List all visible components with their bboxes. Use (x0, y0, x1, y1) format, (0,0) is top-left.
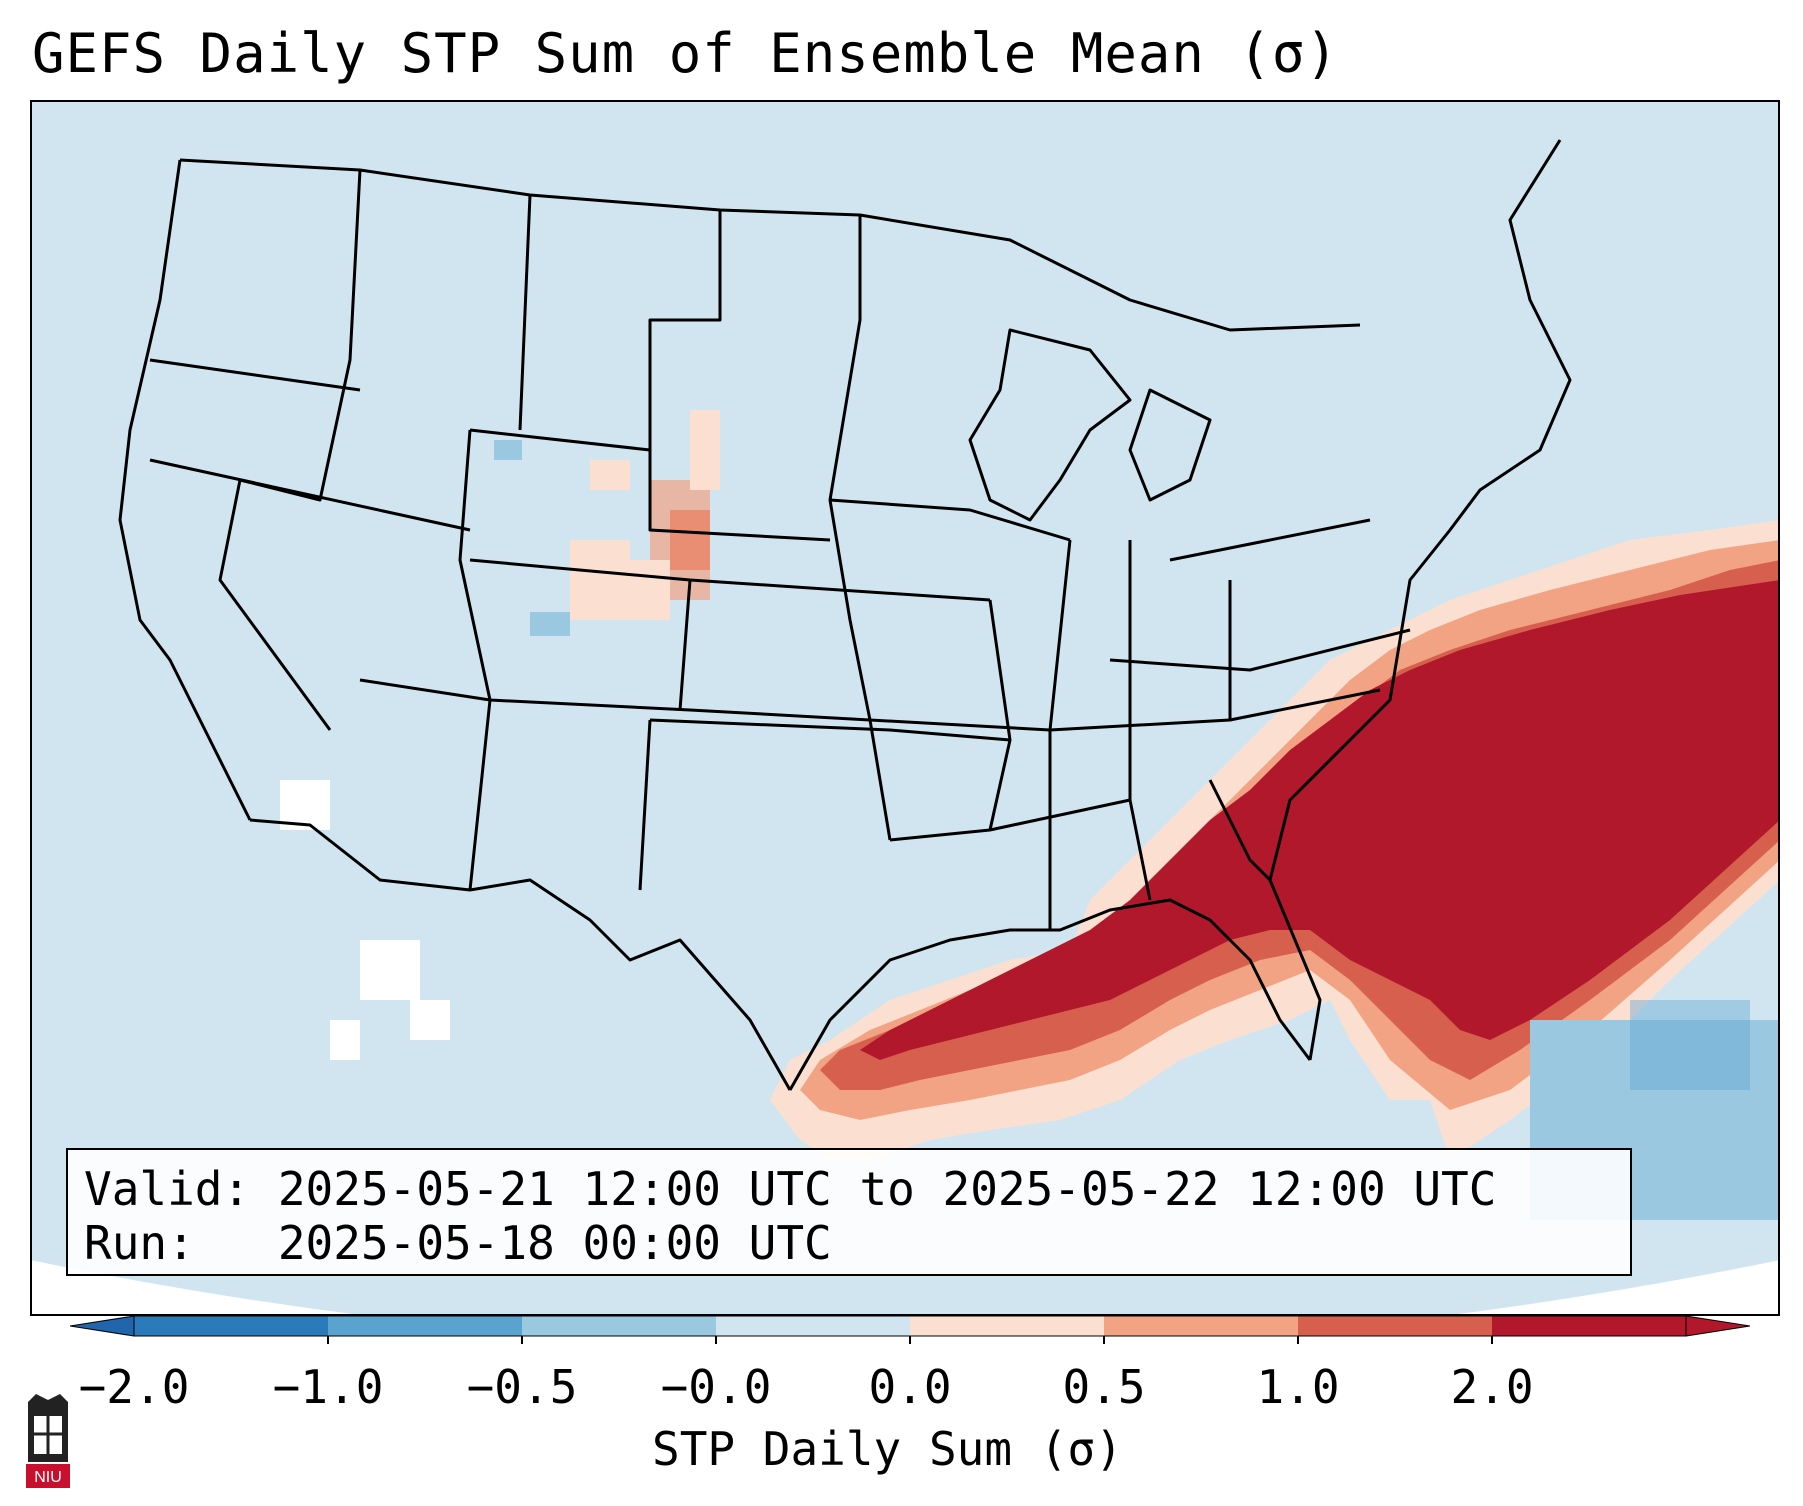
colorbar-segment (522, 1316, 716, 1336)
map-svg (30, 100, 1780, 1316)
colorbar-tick-label: 0.0 (868, 1360, 952, 1414)
map-frame (30, 100, 1780, 1316)
run-line: Run: 2025-05-18 00:00 UTC (84, 1216, 832, 1270)
plains-patch (630, 560, 670, 620)
negative-patch (530, 612, 570, 636)
domain-edge (30, 1260, 1780, 1316)
zero-patch (360, 940, 420, 1000)
colorbar-segment (1298, 1316, 1492, 1336)
plains-patch (590, 460, 630, 490)
field-max-positive (860, 580, 1780, 1060)
east-coast (1268, 139, 1572, 1061)
gulf-coast (788, 898, 1312, 1091)
negative-patch (1630, 1000, 1750, 1090)
colorbar-segment (1492, 1316, 1686, 1336)
colorbar-tick-label: −0.0 (660, 1360, 772, 1414)
stp-field (280, 410, 1780, 1220)
niu-logo: NIU (20, 1392, 76, 1492)
valid-line: Valid: 2025-05-21 12:00 UTC to 2025-05-2… (84, 1162, 1497, 1216)
plains-patch (570, 540, 630, 620)
negative-patch (494, 440, 522, 460)
colorbar (69, 1312, 1751, 1352)
colorbar-label: STP Daily Sum (σ) (652, 1422, 1123, 1476)
colorbar-ticks: −2.0 −1.0 −0.5 −0.0 0.0 0.5 1.0 2.0 (0, 1360, 1803, 1420)
colorbar-svg (69, 1315, 1751, 1344)
colorbar-tick-label: 0.5 (1062, 1360, 1146, 1414)
us-mexico-border (249, 818, 792, 1091)
zero-patch (280, 780, 330, 830)
west-coast (118, 159, 252, 821)
zero-patch (410, 1000, 450, 1040)
zero-patch (330, 1020, 360, 1060)
colorbar-tick-label: 1.0 (1256, 1360, 1340, 1414)
colorbar-segment (910, 1316, 1104, 1336)
valid-run-box: Valid: 2025-05-21 12:00 UTC to 2025-05-2… (66, 1148, 1632, 1276)
colorbar-segment (328, 1316, 522, 1336)
chart-title: GEFS Daily STP Sum of Ensemble Mean (σ) (32, 22, 1339, 85)
colorbar-segment (1104, 1316, 1298, 1336)
colorbar-tick-label: 2.0 (1450, 1360, 1534, 1414)
colorbar-segment (134, 1316, 328, 1336)
svg-text:NIU: NIU (34, 1469, 62, 1486)
colorbar-tick-label: −1.0 (272, 1360, 384, 1414)
plains-patch (690, 410, 720, 490)
colorbar-underflow (69, 1315, 135, 1337)
colorbar-segment (716, 1316, 910, 1336)
boundaries (118, 139, 1572, 1091)
colorbar-tick-label: −0.5 (466, 1360, 578, 1414)
map-panel (30, 100, 1780, 1316)
colorbar-overflow (1685, 1315, 1751, 1337)
colorbar-tick-label: −2.0 (78, 1360, 190, 1414)
